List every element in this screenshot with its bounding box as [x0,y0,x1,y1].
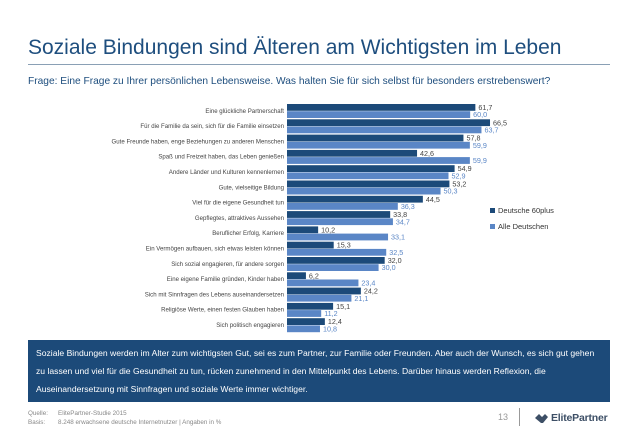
basis-value: 8.248 erwachsene deutsche Internetnutzer… [58,419,222,426]
value-label-alle: 52,9 [451,171,465,180]
value-label-alle: 34,7 [396,217,410,226]
value-label-60plus: 33,8 [393,210,407,219]
chart-legend: Deutsche 60plus Alle Deutschen [490,206,554,231]
value-label-alle: 32,5 [389,248,403,257]
bar-deutsche-60plus [287,180,450,188]
value-label-60plus: 53,2 [452,180,466,189]
bar-alle-deutschen [287,248,387,256]
value-label-alle: 59,9 [473,141,487,150]
category-label: Ein Vermögen aufbauen, sich etwas leiste… [146,246,284,253]
legend-swatch [490,224,495,229]
chart-bars: Eine glückliche Partnerschaft 61,760,0 Für… [112,103,507,333]
bar-deutsche-60plus [287,287,361,295]
value-label-alle: 63,7 [484,126,498,135]
brand-logo: ElitePartner [535,412,608,424]
page-title: Soziale Bindungen sind Älteren am Wichti… [28,36,562,59]
bar-alle-deutschen [287,279,359,287]
page-number: 13 [498,412,509,422]
footer-basis: Basis: 8.248 erwachsene deutsche Internet… [28,418,221,427]
bar-deutsche-60plus [287,302,334,310]
bar-deutsche-60plus [287,226,319,234]
category-label: Viel für die eigene Gesundheit tun [192,200,284,207]
category-label: Gute Freunde haben, enge Beziehungen zu … [112,138,284,145]
category-label: Religiöse Werte, einen festen Glauben ha… [161,307,284,314]
value-label-alle: 60,0 [473,110,487,119]
value-label-alle: 50,3 [444,187,458,196]
value-label-alle: 59,9 [473,156,487,165]
value-label-60plus: 44,5 [426,195,440,204]
value-label-60plus: 61,7 [478,103,492,112]
legend-label: Alle Deutschen [498,222,548,231]
bar-deutsche-60plus [287,241,334,249]
bar-alle-deutschen [287,233,389,241]
category-label: Sich sozial engagieren, für andere sorge… [171,261,284,268]
bar-alle-deutschen [287,111,471,118]
footer-separator [519,408,520,426]
category-label: Beruflicher Erfolg, Karriere [212,230,284,237]
value-label-alle: 36,3 [401,202,415,211]
value-label-60plus: 42,6 [420,149,434,158]
survey-question: Frage: Eine Frage zu Ihrer persönlichen … [28,76,551,87]
basis-label: Basis: [28,419,46,426]
title-divider [28,64,610,65]
category-label: Sich politisch engagieren [216,322,284,329]
source-label: Quelle: [28,410,48,417]
bar-alle-deutschen [287,141,470,149]
category-label: Gute, vielseitige Bildung [219,184,284,191]
value-label-60plus: 54,9 [458,164,472,173]
value-label-alle: 21,1 [354,294,368,303]
brand-name: ElitePartner [551,412,608,424]
bar-alle-deutschen [287,310,322,317]
footer: Quelle: ElitePartner-Studie 2015 Basis: 8.… [28,409,221,427]
value-label-60plus: 10,2 [321,225,335,234]
category-label: Gepflegtes, attraktives Aussehen [195,215,284,222]
value-label-60plus: 15,1 [336,302,350,311]
category-label: Für die Familie da sein, sich für die Fa… [140,123,284,130]
value-label-60plus: 32,0 [388,256,402,265]
value-label-alle: 30,0 [382,263,396,272]
value-label-alle: 33,1 [391,233,405,242]
bar-deutsche-60plus [287,165,455,172]
bar-deutsche-60plus [287,195,423,203]
bar-chart: Eine glückliche Partnerschaft 61,760,0 Für… [112,103,555,333]
bar-deutsche-60plus [287,318,325,325]
category-label: Eine eigene Familie gründen, Kinder habe… [167,276,284,283]
value-label-60plus: 24,2 [364,287,378,296]
bar-alle-deutschen [287,157,470,164]
bar-deutsche-60plus [287,257,385,264]
bar-alle-deutschen [287,218,393,226]
bar-alle-deutschen [287,264,379,271]
bar-deutsche-60plus [287,272,306,280]
bar-deutsche-60plus [287,119,491,127]
bar-alle-deutschen [287,325,320,333]
value-label-60plus: 6,2 [309,271,319,280]
value-label-60plus: 66,5 [493,118,507,127]
bar-deutsche-60plus [287,104,476,111]
bar-deutsche-60plus [287,134,464,142]
category-label: Spaß und Freizeit haben, das Leben genie… [158,154,284,161]
value-label-60plus: 57,8 [466,134,480,143]
bar-alle-deutschen [287,187,441,195]
category-label: Andere Länder und Kulturen kennenlernen [169,169,284,176]
bar-deutsche-60plus [287,149,418,157]
bar-alle-deutschen [287,172,449,180]
bar-alle-deutschen [287,294,352,302]
value-label-60plus: 12,4 [328,317,342,326]
category-label: Eine glückliche Partnerschaft [205,108,284,115]
bar-alle-deutschen [287,203,398,210]
legend-label: Deutsche 60plus [498,206,554,215]
value-label-alle: 23,4 [361,279,375,288]
value-label-alle: 11,2 [324,309,337,318]
legend-swatch [490,208,495,213]
value-label-alle: 10,8 [323,324,337,333]
bar-deutsche-60plus [287,211,391,218]
category-label: Sich mit Sinnfragen des Lebens auseinand… [145,291,284,298]
summary-box: Soziale Bindungen werden im Alter zum wi… [28,340,610,402]
footer-source: Quelle: ElitePartner-Studie 2015 [28,409,221,418]
source-value: ElitePartner-Studie 2015 [58,410,127,417]
value-label-60plus: 15,3 [337,241,351,250]
bar-alle-deutschen [287,126,482,134]
elitepartner-logo-icon [535,413,548,423]
